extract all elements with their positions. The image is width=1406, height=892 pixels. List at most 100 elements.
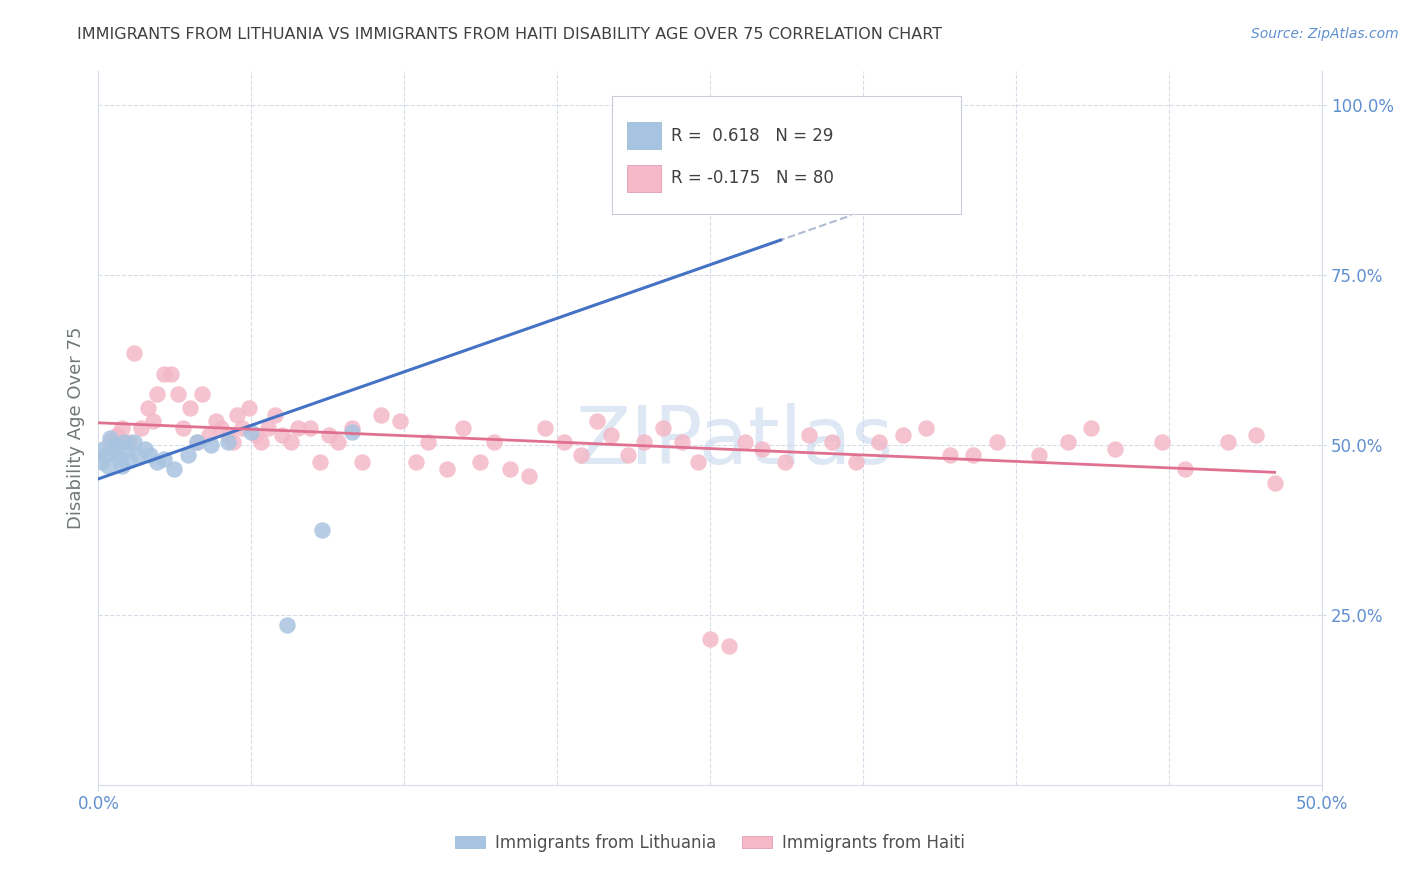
Point: [231, 421, 253, 435]
Point: [280, 434, 302, 449]
Point: [240, 425, 263, 439]
Point: [388, 414, 411, 428]
Point: [517, 468, 540, 483]
Point: [191, 387, 214, 401]
Point: [342, 425, 364, 439]
Point: [775, 455, 797, 469]
Y-axis label: Disability Age Over 75: Disability Age Over 75: [66, 326, 84, 530]
Point: [104, 445, 127, 459]
Text: ZIPatlas: ZIPatlas: [575, 403, 894, 482]
Text: IMMIGRANTS FROM LITHUANIA VS IMMIGRANTS FROM HAITI DISABILITY AGE OVER 75 CORREL: IMMIGRANTS FROM LITHUANIA VS IMMIGRANTS …: [77, 27, 942, 42]
Point: [287, 421, 309, 435]
Point: [1244, 428, 1267, 442]
Point: [238, 401, 260, 415]
Point: [112, 434, 135, 449]
Point: [141, 414, 163, 428]
Point: [868, 434, 890, 449]
Point: [122, 434, 145, 449]
Point: [105, 428, 128, 442]
Point: [146, 455, 169, 469]
Point: [499, 462, 522, 476]
Point: [769, 119, 792, 133]
Point: [600, 428, 623, 442]
Point: [616, 448, 638, 462]
Point: [553, 434, 575, 449]
Point: [111, 458, 134, 473]
Point: [328, 434, 350, 449]
Point: [200, 438, 222, 452]
Bar: [627, 165, 661, 192]
Point: [986, 434, 1008, 449]
Point: [342, 421, 364, 435]
Point: [97, 458, 120, 473]
Point: [468, 455, 491, 469]
Point: [1104, 442, 1126, 456]
Point: [821, 434, 844, 449]
Point: [256, 421, 278, 435]
Point: [751, 442, 773, 456]
Point: [1150, 434, 1173, 449]
Point: [179, 401, 201, 415]
Point: [416, 434, 439, 449]
Point: [167, 387, 190, 401]
Point: [186, 434, 208, 449]
Legend: Immigrants from Lithuania, Immigrants from Haiti: Immigrants from Lithuania, Immigrants fr…: [449, 828, 972, 859]
Point: [1080, 421, 1102, 435]
Point: [370, 408, 392, 422]
Point: [129, 421, 152, 435]
Point: [153, 451, 176, 466]
Point: [350, 455, 373, 469]
Point: [652, 421, 675, 435]
Text: R =  0.618   N = 29: R = 0.618 N = 29: [671, 127, 834, 145]
Point: [734, 434, 756, 449]
FancyBboxPatch shape: [612, 96, 960, 214]
Point: [263, 408, 285, 422]
Point: [94, 448, 117, 462]
Point: [586, 414, 609, 428]
Point: [915, 421, 938, 435]
Point: [221, 434, 243, 449]
Point: [115, 442, 138, 456]
Point: [134, 442, 156, 456]
Point: [299, 421, 322, 435]
Point: [217, 428, 239, 442]
Point: [127, 448, 149, 462]
Point: [1056, 434, 1078, 449]
Point: [118, 434, 141, 449]
Point: [405, 455, 427, 469]
Point: [111, 421, 134, 435]
Point: [160, 367, 183, 381]
Point: [122, 346, 145, 360]
Point: [308, 455, 330, 469]
Point: [797, 428, 820, 442]
Point: [1216, 434, 1239, 449]
Point: [569, 448, 592, 462]
Point: [845, 455, 868, 469]
Point: [205, 414, 228, 428]
Point: [318, 428, 340, 442]
Point: [717, 639, 740, 653]
Point: [1174, 462, 1197, 476]
Text: R = -0.175   N = 80: R = -0.175 N = 80: [671, 169, 834, 187]
Point: [245, 428, 267, 442]
Point: [163, 462, 186, 476]
Point: [108, 451, 131, 466]
Point: [451, 421, 474, 435]
Point: [688, 455, 710, 469]
Point: [482, 434, 505, 449]
Point: [633, 434, 655, 449]
Point: [436, 462, 458, 476]
Point: [177, 448, 200, 462]
Point: [139, 448, 162, 462]
Text: Source: ZipAtlas.com: Source: ZipAtlas.com: [1251, 27, 1399, 41]
Point: [153, 367, 176, 381]
Point: [217, 434, 239, 449]
Point: [1028, 448, 1050, 462]
Point: [146, 387, 169, 401]
Point: [98, 434, 121, 449]
Point: [311, 523, 333, 537]
Point: [91, 442, 114, 456]
Point: [186, 434, 208, 449]
Point: [671, 434, 693, 449]
Point: [98, 431, 121, 445]
